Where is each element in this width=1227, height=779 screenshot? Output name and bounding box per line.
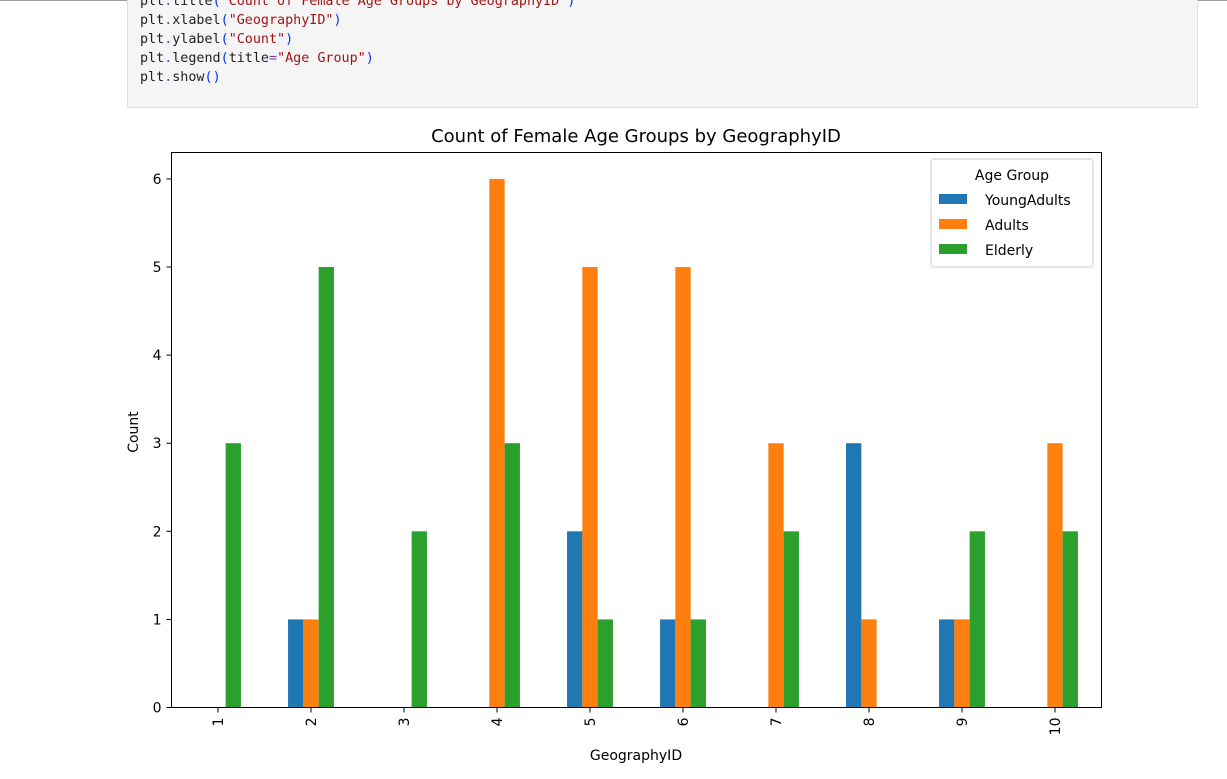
- bar-youngadults-9: [939, 619, 955, 708]
- bar-elderly-2: [318, 267, 334, 708]
- code-function: title: [172, 0, 213, 9]
- code-keyword-arg: title: [228, 51, 269, 66]
- code-paren-close: ): [365, 51, 374, 66]
- plot-output: Count of Female Age Groups by GeographyI…: [0, 110, 1227, 775]
- bar-adults-5: [582, 267, 598, 708]
- bar-elderly-4: [504, 443, 520, 708]
- code-dot: .: [164, 0, 173, 9]
- legend-swatch-elderly: [939, 244, 967, 254]
- code-string: "Count of Female Age Groups by Geography…: [220, 0, 568, 9]
- x-tick-label: 1: [211, 718, 227, 727]
- bar-chart: Count of Female Age Groups by GeographyI…: [126, 126, 1102, 764]
- code-function: xlabel: [172, 13, 221, 28]
- code-paren-close: ): [285, 32, 294, 47]
- bar-elderly-6: [690, 619, 706, 708]
- code-object: plt: [140, 32, 165, 47]
- code-dot: .: [164, 32, 173, 47]
- code-line: plt.ylabel("Count"): [140, 30, 575, 49]
- code-line: plt.legend(title="Age Group"): [140, 49, 575, 68]
- y-ticks: 0 1 2 3 4 5 6: [153, 172, 172, 717]
- y-tick-label: 0: [153, 701, 162, 717]
- legend-box: [930, 158, 1094, 268]
- bar-adults-2: [303, 619, 319, 708]
- code-function: legend: [172, 51, 221, 66]
- legend-label-elderly: Elderly: [985, 243, 1033, 259]
- bar-adults-6: [675, 267, 691, 708]
- bar-elderly-1: [225, 443, 241, 708]
- x-tick-label: 2: [304, 718, 320, 727]
- bar-elderly-9: [969, 531, 985, 708]
- bar-youngadults-6: [660, 619, 676, 708]
- bar-adults-4: [489, 178, 505, 708]
- code-object: plt: [140, 51, 165, 66]
- legend: Age Group YoungAdults Adults Elderly: [930, 158, 1094, 268]
- x-axis-label: GeographyID: [590, 748, 682, 764]
- bars-group: [225, 178, 1078, 708]
- y-tick-label: 1: [153, 612, 162, 628]
- legend-label-adults: Adults: [985, 218, 1029, 234]
- y-tick-label: 3: [153, 436, 162, 452]
- bar-elderly-3: [411, 531, 427, 708]
- bar-adults-9: [954, 619, 970, 708]
- x-tick-label: 7: [769, 718, 785, 727]
- y-axis-label: Count: [126, 411, 142, 453]
- code-line: plt.title("Count of Female Age Groups by…: [140, 0, 575, 11]
- code-lines: plt.title("Count of Female Age Groups by…: [140, 0, 575, 87]
- plot-frame: [171, 152, 1102, 708]
- code-object: plt: [140, 0, 165, 9]
- code-paren-open: (: [220, 32, 229, 47]
- x-tick-label: 10: [1048, 718, 1064, 736]
- bar-elderly-5: [597, 619, 613, 708]
- code-object: plt: [140, 13, 165, 28]
- code-paren-close: ): [212, 70, 221, 85]
- x-tick-label: 8: [862, 718, 878, 727]
- bar-youngadults-2: [288, 619, 304, 708]
- legend-swatch-adults: [939, 219, 967, 229]
- code-string: "GeographyID": [228, 13, 334, 28]
- y-tick-label: 2: [153, 524, 162, 540]
- y-tick-label: 4: [153, 348, 162, 364]
- x-tick-label: 4: [490, 717, 506, 726]
- x-tick-label: 9: [955, 718, 971, 727]
- code-line: plt.show(): [140, 68, 575, 87]
- code-paren-open: (: [220, 13, 229, 28]
- code-function: ylabel: [172, 32, 221, 47]
- bar-youngadults-5: [567, 531, 583, 708]
- legend-title: Age Group: [975, 168, 1049, 184]
- code-string: "Count": [228, 32, 286, 47]
- code-paren-close: ): [567, 0, 576, 9]
- y-tick-label: 5: [153, 260, 162, 276]
- code-object: plt: [140, 70, 165, 85]
- chart-title: Count of Female Age Groups by GeographyI…: [431, 126, 841, 147]
- x-tick-label: 6: [676, 717, 692, 726]
- code-paren-open: (: [220, 51, 229, 66]
- x-tick-label: 5: [583, 718, 599, 727]
- legend-swatch-youngadults: [939, 194, 967, 204]
- code-function: show: [172, 70, 205, 85]
- legend-label-youngadults: YoungAdults: [984, 193, 1071, 209]
- x-ticks: 1 2 3 4 5 6 7 8 9 10: [211, 707, 1064, 736]
- x-tick-label: 3: [397, 718, 413, 727]
- bar-adults-8: [861, 619, 877, 708]
- bar-adults-10: [1047, 443, 1063, 708]
- code-paren-open: (: [212, 0, 221, 9]
- y-tick-label: 6: [153, 172, 162, 188]
- code-dot: .: [164, 70, 173, 85]
- bar-youngadults-8: [846, 443, 862, 708]
- code-line: plt.xlabel("GeographyID"): [140, 11, 575, 30]
- bar-elderly-7: [783, 531, 799, 708]
- code-equals: =: [269, 51, 278, 66]
- code-paren-close: ): [333, 13, 342, 28]
- code-string: "Age Group": [277, 51, 366, 66]
- bar-adults-7: [768, 443, 784, 708]
- bar-elderly-10: [1062, 531, 1078, 708]
- code-paren-open: (: [204, 70, 213, 85]
- code-cell[interactable]: plt.title("Count of Female Age Groups by…: [127, 0, 1198, 108]
- code-dot: .: [164, 51, 173, 66]
- code-dot: .: [164, 13, 173, 28]
